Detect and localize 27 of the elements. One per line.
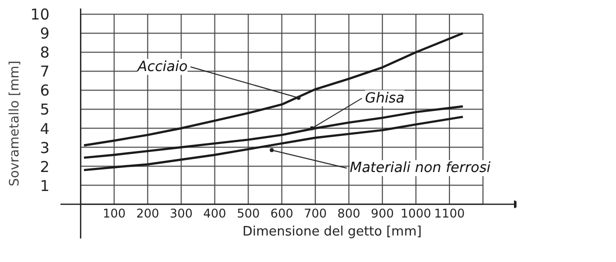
x-axis-title: Dimensione del getto [mm] <box>242 224 422 240</box>
annotation: Ghisa <box>364 90 404 106</box>
y-tick-label: 3 <box>40 138 50 157</box>
y-tick-label: 2 <box>40 158 50 176</box>
x-tick-label: 500 <box>236 206 260 220</box>
y-tick-label: 5 <box>40 100 50 119</box>
annotation: Materiali non ferrosi <box>350 160 491 176</box>
y-tick-label: 6 <box>40 82 50 100</box>
x-tick-label: 400 <box>203 206 226 220</box>
x-tick-label: 200 <box>136 206 160 220</box>
y-tick-label: 9 <box>40 24 50 43</box>
x-tick-label: 1000 <box>400 206 432 220</box>
x-tick-label: 100 <box>102 206 126 220</box>
y-axis-title: Sovrametallo [mm] <box>7 60 22 186</box>
y-tick-label: 1 <box>40 176 50 195</box>
line-series <box>82 32 464 146</box>
x-tick-label: 800 <box>337 206 360 220</box>
x-tick-label: 700 <box>304 206 327 220</box>
y-tick-label: 8 <box>40 44 50 62</box>
x-tick-label: 900 <box>370 206 394 220</box>
annotation: Acciaio <box>136 58 188 75</box>
x-tick-label: 600 <box>270 206 294 220</box>
y-tick-label: 7 <box>40 62 50 81</box>
y-tick-label: 4 <box>40 120 50 138</box>
x-tick-label: 1100 <box>434 206 465 220</box>
x-tick-label: 300 <box>170 206 193 220</box>
y-tick-label: 10 <box>30 6 50 24</box>
